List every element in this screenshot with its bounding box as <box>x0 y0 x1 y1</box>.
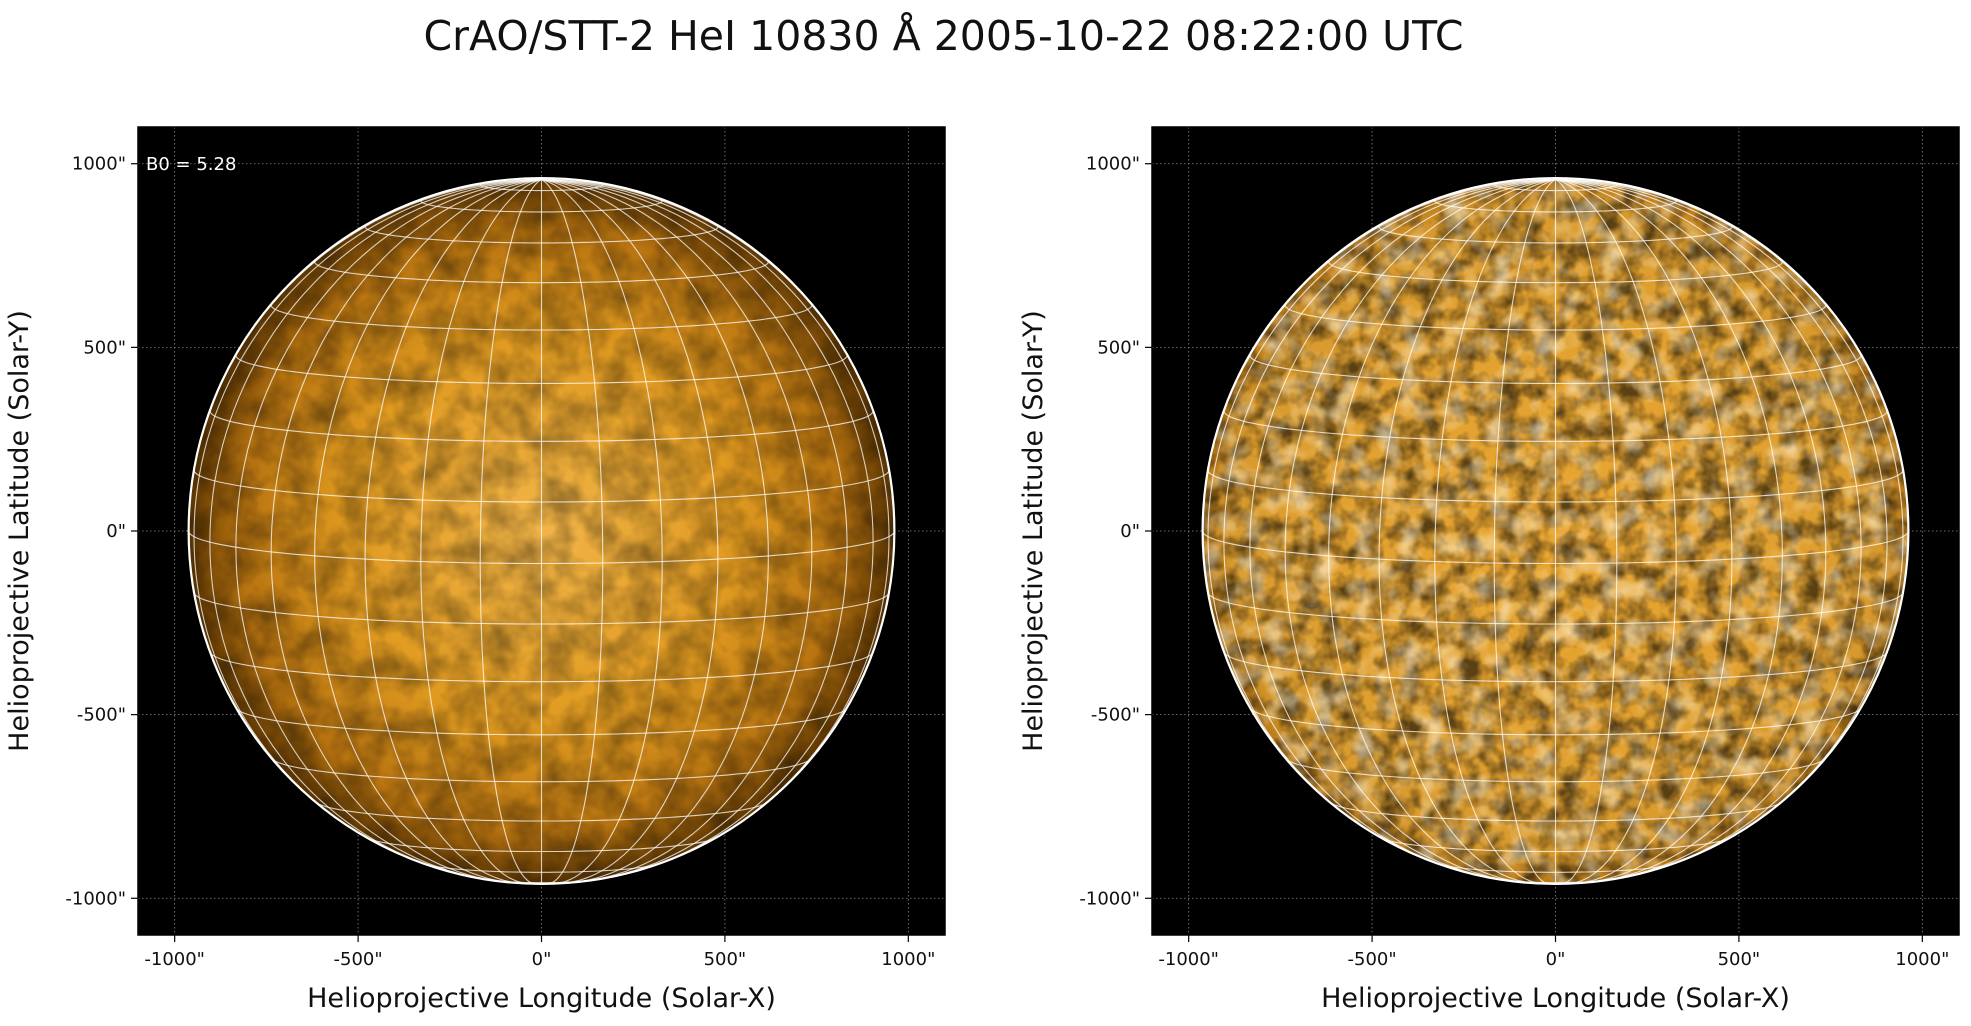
grid-curve <box>193 179 542 839</box>
grid-curve <box>367 837 716 853</box>
x-tick-label: -500" <box>334 949 383 970</box>
grid-curve <box>236 708 847 736</box>
grid-curve <box>1223 410 1888 442</box>
y-tick-label: 500" <box>1097 337 1140 358</box>
grid-curve <box>209 651 874 683</box>
grid-curve <box>1555 179 1733 884</box>
grid-curve <box>541 179 813 882</box>
grid-curve <box>1439 863 1672 873</box>
grid-curve <box>314 179 542 883</box>
x-tick-label: -500" <box>1348 949 1397 970</box>
x-tick-label: 500" <box>1718 949 1761 970</box>
grid-curve <box>1555 179 1904 839</box>
grid-curve <box>541 179 769 883</box>
x-tick-label: 1000" <box>1895 949 1949 970</box>
x-tick-label: 0" <box>1546 949 1566 970</box>
grid-curve <box>1381 837 1730 853</box>
grid-curve <box>209 179 542 873</box>
panel-left: -1000" 1000" -500" 500" 0" 0" 500" -500" 1000" -1… <box>4 126 946 1014</box>
grid-curve <box>1328 179 1556 883</box>
grid-curve <box>314 259 769 284</box>
grid-curve <box>1555 179 1618 884</box>
grid-curve <box>1434 179 1556 884</box>
grid-curve <box>1284 303 1827 331</box>
solar-limb <box>187 177 896 885</box>
grid-curve <box>1286 759 1825 783</box>
x-tick-label: -1000" <box>1158 949 1219 970</box>
y-tick-label: 0" <box>1120 521 1140 542</box>
grid-curve <box>235 354 848 384</box>
x-tick-label: -1000" <box>144 949 205 970</box>
grid-curve <box>1328 259 1783 284</box>
grid-curve <box>479 183 604 192</box>
grid-curve <box>270 179 542 882</box>
y-tick-label: -500" <box>77 705 126 726</box>
heliographic-grid <box>1202 179 1909 884</box>
grid-curve <box>541 179 663 884</box>
grid-curve <box>1207 469 1904 503</box>
y-tick-label: -1000" <box>1079 888 1140 909</box>
panels-layer: -1000" 1000" -500" 500" 0" 0" 500" -500" 1000" -1… <box>4 126 1960 1014</box>
grid-curve <box>364 223 719 244</box>
figure-title: CrAO/STT-2 HeI 10830 Å 2005-10-22 08:22:… <box>423 12 1464 60</box>
grid-curve <box>1207 592 1904 625</box>
b0-annotation: B0 = 5.28 <box>146 154 236 175</box>
grid-curve <box>193 469 890 503</box>
y-axis-label: Helioprojective Latitude (Solar-Y) <box>1018 310 1049 752</box>
panel-right: -1000" 1000" -500" 500" 0" 0" 500" -500" 1000" -1… <box>1018 126 1960 1014</box>
x-tick-label: 0" <box>532 949 552 970</box>
grid-curve <box>272 759 811 783</box>
grid-curve <box>316 802 767 822</box>
y-tick-label: 1000" <box>1086 154 1140 175</box>
y-tick-label: -500" <box>1091 705 1140 726</box>
grid-curve <box>425 863 658 873</box>
grid-curve <box>541 179 719 884</box>
grid-curve <box>1250 708 1861 736</box>
grid-curve <box>420 179 542 884</box>
grid-curve <box>479 179 542 884</box>
grid-curve <box>541 179 890 839</box>
grid-curve <box>541 179 874 873</box>
y-axis-label: Helioprojective Latitude (Solar-Y) <box>4 310 35 752</box>
grid-curve <box>541 179 604 884</box>
heliographic-grid <box>188 179 895 884</box>
grid-curve <box>1555 179 1827 882</box>
x-tick-label: 1000" <box>881 949 935 970</box>
grid-curve <box>1434 198 1677 213</box>
x-tick-label: 500" <box>704 949 747 970</box>
y-tick-label: 1000" <box>72 154 126 175</box>
grid-curve <box>1555 179 1677 884</box>
grid-curve <box>1493 183 1618 192</box>
y-tick-label: 500" <box>83 337 126 358</box>
y-tick-label: -1000" <box>65 888 126 909</box>
grid-curve <box>420 198 663 213</box>
grid-curve <box>1202 530 1909 565</box>
grid-curve <box>270 303 813 331</box>
solar-limb <box>1201 177 1910 885</box>
grid-curve <box>209 410 874 442</box>
x-axis-label: Helioprojective Longitude (Solar-X) <box>307 983 776 1014</box>
grid-curve <box>1330 802 1781 822</box>
grid-curve <box>1223 179 1556 873</box>
grid-curve <box>1378 179 1556 884</box>
grid-curve <box>1223 651 1888 683</box>
grid-curve <box>193 592 890 625</box>
grid-curve <box>1493 179 1556 884</box>
y-tick-label: 0" <box>106 521 126 542</box>
grid-curve <box>1284 179 1556 882</box>
grid-curve <box>364 179 542 884</box>
grid-curve <box>1555 179 1783 883</box>
x-axis-label: Helioprojective Longitude (Solar-X) <box>1321 983 1790 1014</box>
grid-curve <box>1207 179 1556 839</box>
grid-curve <box>1249 354 1862 384</box>
grid-curve <box>188 530 895 565</box>
grid-curve <box>1378 223 1733 244</box>
grid-curve <box>1555 179 1888 873</box>
